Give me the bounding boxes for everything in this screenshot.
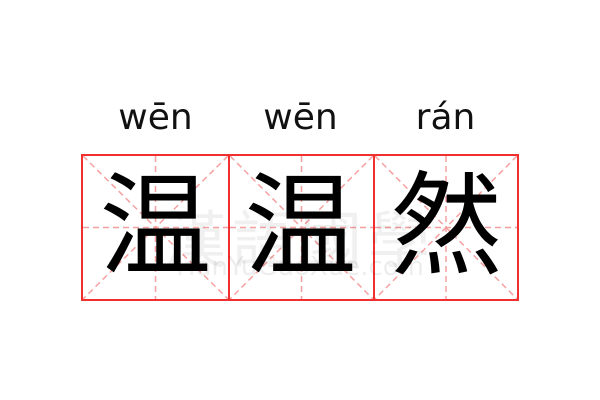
- character-2: 温: [244, 162, 357, 292]
- watermark-chars: 漢語國學: [163, 204, 436, 277]
- char-cell-3: [375, 156, 520, 299]
- char-cell-2: [230, 156, 375, 299]
- cell-divider: [373, 156, 375, 299]
- pinyin-3: rán: [415, 97, 476, 138]
- character-grid: [81, 154, 519, 301]
- char-cell-1: [83, 156, 228, 299]
- pinyin-2: wēn: [263, 97, 338, 138]
- cell-divider: [228, 156, 230, 299]
- guide-lines: [83, 156, 228, 299]
- guide-lines: [230, 156, 373, 299]
- guide-lines: [375, 156, 517, 299]
- watermark-site: HanYuGuoXue.com: [176, 252, 424, 282]
- pinyin-1: wēn: [118, 97, 193, 138]
- character-3: 然: [390, 162, 503, 292]
- character-1: 温: [99, 162, 212, 292]
